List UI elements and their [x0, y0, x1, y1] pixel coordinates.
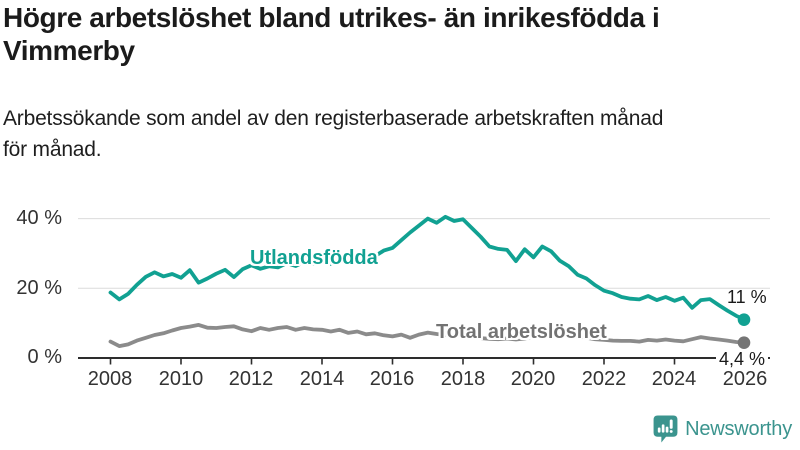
y-axis-label-40: 40 % [16, 207, 62, 229]
series-label-total-arbetsloshet: Total arbetslöshet [436, 321, 607, 343]
newsworthy-brand-text: Newsworthy [685, 417, 792, 440]
x-axis-label-2012: 2012 [228, 368, 274, 390]
x-axis-label-2016: 2016 [369, 368, 415, 390]
x-axis-label-2026: 2026 [722, 368, 768, 390]
end-value-label-total: 4,4 % [716, 349, 769, 370]
x-axis-label-2010: 2010 [158, 368, 204, 390]
page-subtitle-line-1: Arbetssökande som andel av den registerb… [3, 107, 664, 130]
newsworthy-logo[interactable]: Newsworthy [653, 415, 792, 443]
end-value-label-utlandsfodda: 11 % [727, 287, 767, 307]
page-title-line-1: Högre arbetslöshet bland utrikes- än inr… [3, 2, 660, 33]
page-subtitle: Arbetssökande som andel av den registerb… [3, 103, 795, 165]
series-end-dot-0 [737, 313, 751, 326]
y-axis-label-20: 20 % [16, 277, 62, 299]
x-axis-label-2022: 2022 [581, 368, 627, 390]
series-line-1 [108, 322, 747, 349]
y-axis-label-0: 0 % [27, 346, 62, 368]
x-axis-label-2014: 2014 [299, 368, 345, 390]
newsworthy-logo-icon [653, 415, 678, 443]
series-end-dot-1 [737, 336, 751, 349]
x-axis-label-2024: 2024 [651, 368, 697, 390]
page-title: Högre arbetslöshet bland utrikes- än inr… [3, 1, 793, 67]
x-axis-label-2018: 2018 [440, 368, 486, 390]
x-axis-label-2008: 2008 [87, 368, 133, 390]
series-line-0 [108, 214, 747, 322]
x-axis-label-2020: 2020 [510, 368, 556, 390]
series-label-utlandsfodda: Utlandsfödda [250, 247, 378, 269]
page-title-line-2: Vimmerby [3, 35, 135, 66]
page-subtitle-line-2: för månad. [3, 138, 102, 161]
